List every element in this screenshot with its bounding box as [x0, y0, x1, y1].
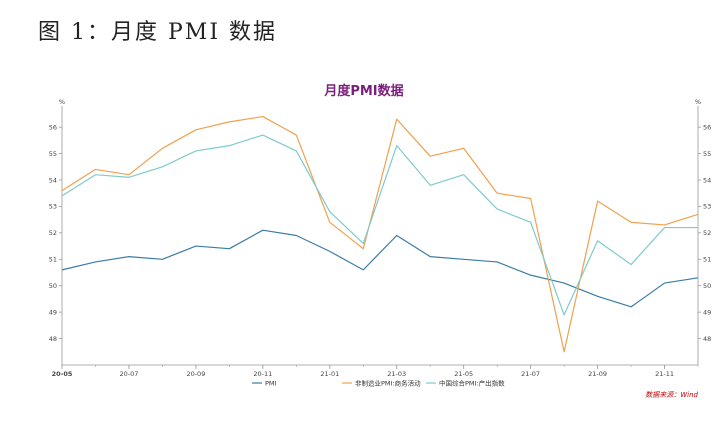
left-y-tick-label: 54: [49, 176, 57, 184]
left-y-tick-label: 49: [49, 308, 57, 316]
source-note: 数据来源：Wind: [645, 391, 698, 399]
series-line-1: [61, 229, 699, 308]
x-tick-label: 21-07: [521, 370, 540, 378]
left-y-tick-label: 48: [49, 335, 57, 343]
left-y-tick-label: 50: [49, 282, 57, 290]
series-line-2: [61, 115, 699, 353]
left-y-tick-label: 55: [49, 150, 57, 158]
left-unit-label: %: [59, 98, 65, 106]
x-tick-label: 20-11: [253, 370, 272, 378]
right-y-tick-label: 48: [703, 335, 711, 343]
right-y-tick-label: 53: [703, 203, 711, 211]
x-tick-label: 20-07: [120, 370, 139, 378]
left-y-tick-label: 53: [49, 203, 57, 211]
left-y-tick-label: 56: [49, 123, 57, 131]
right-y-tick-label: 56: [703, 123, 711, 131]
legend-label-1: PMI: [265, 379, 277, 387]
left-y-tick-label: 51: [49, 256, 57, 264]
legend-label-3: 中国综合PMI:产出指数: [439, 378, 505, 387]
right-y-tick-label: 49: [703, 308, 711, 316]
right-y-tick-label: 50: [703, 282, 711, 290]
right-unit-label: %: [695, 98, 701, 106]
right-y-tick-label: 51: [703, 256, 711, 264]
right-y-tick-label: 54: [703, 176, 711, 184]
chart-title: 月度PMI数据: [324, 84, 404, 99]
legend-label-2: 非制造业PMI:商务活动: [355, 378, 421, 387]
x-tick-label: 21-11: [655, 370, 674, 378]
x-tick-label: 21-03: [387, 370, 406, 378]
x-tick-label: 21-01: [320, 370, 339, 378]
series-line-3: [61, 134, 698, 316]
figure-caption: 图 1：月度 PMI 数据: [38, 20, 277, 45]
x-tick-label: 20-05: [52, 370, 73, 378]
right-y-tick-label: 55: [703, 150, 711, 158]
x-tick-label: 21-05: [454, 370, 473, 378]
x-tick-label: 20-09: [186, 370, 205, 378]
x-tick-label: 21-09: [588, 370, 607, 378]
left-y-tick-label: 52: [49, 229, 57, 237]
right-y-tick-label: 52: [703, 229, 711, 237]
